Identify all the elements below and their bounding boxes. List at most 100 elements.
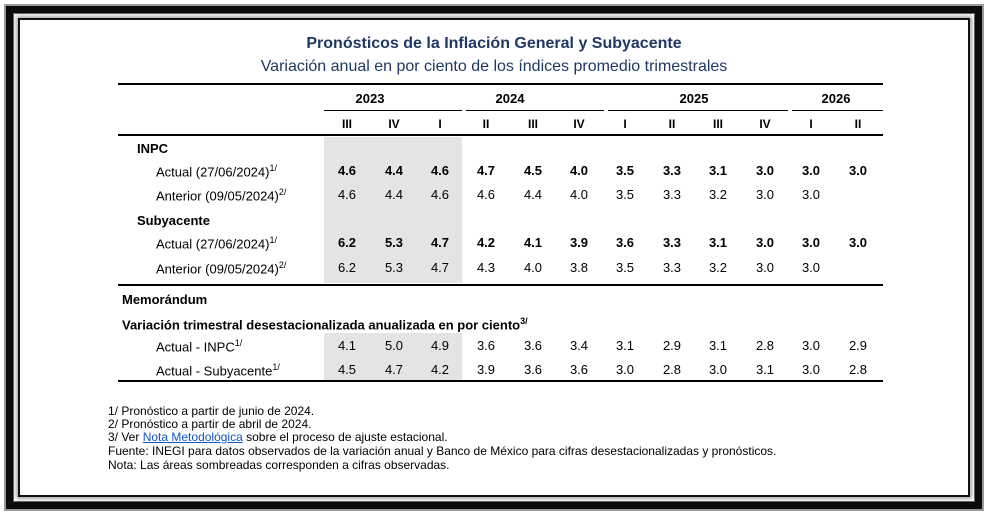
- table-cell: 3.1: [615, 338, 635, 353]
- table-cell: 4.7: [476, 163, 496, 178]
- table-title: Pronósticos de la Inflación General y Su…: [306, 35, 682, 52]
- table-cell: 3.6: [569, 362, 589, 377]
- quarter-header: II: [668, 117, 676, 131]
- top-rule: [118, 83, 883, 85]
- section-memorandum: Memorándum: [122, 292, 208, 307]
- quarter-header: II: [854, 117, 862, 131]
- table-cell: 3.0: [801, 235, 821, 250]
- table-cell: 5.3: [384, 235, 404, 250]
- bottom-rule: [118, 380, 883, 382]
- table-cell: 3.0: [801, 163, 821, 178]
- table-cell: 4.0: [523, 260, 543, 275]
- table-cell: 5.3: [384, 260, 404, 275]
- quarter-header: IV: [759, 117, 771, 131]
- row-label: Anterior (09/05/2024)2/: [156, 187, 287, 204]
- table-cell: 4.1: [337, 338, 357, 353]
- table-cell: 6.2: [337, 235, 357, 250]
- memorandum-rule: [118, 284, 883, 286]
- table-cell: 4.5: [523, 163, 543, 178]
- quarter-header: I: [809, 117, 813, 131]
- quarter-header: III: [712, 117, 723, 131]
- table-cell: 4.4: [523, 187, 543, 202]
- table-cell: 4.6: [337, 187, 357, 202]
- table-cell: 3.5: [615, 187, 635, 202]
- table-cell: 3.3: [662, 260, 682, 275]
- table-cell: 3.0: [848, 163, 868, 178]
- table-cell: 3.1: [755, 362, 775, 377]
- table-cell: 3.5: [615, 260, 635, 275]
- table-subtitle: Variación anual en por ciento de los índ…: [260, 58, 728, 75]
- table-cell: 4.6: [337, 163, 357, 178]
- table-cell: 4.6: [476, 187, 496, 202]
- year-rule-2026: [792, 110, 883, 111]
- table-cell: 4.0: [569, 163, 589, 178]
- table-cell: 3.6: [615, 235, 635, 250]
- quarter-header: IV: [573, 117, 585, 131]
- section-subyacente: Subyacente: [137, 213, 210, 228]
- row-label: Anterior (09/05/2024)2/: [156, 260, 287, 277]
- row-label: Actual (27/06/2024)1/: [156, 235, 277, 252]
- row-label: Actual - INPC1/: [156, 338, 243, 355]
- table-cell: 3.2: [708, 187, 728, 202]
- table-cell: 3.2: [708, 260, 728, 275]
- table-cell: 3.0: [615, 362, 635, 377]
- table-cell: 3.1: [708, 163, 728, 178]
- table-cell: 3.5: [615, 163, 635, 178]
- table-cell: 5.0: [384, 338, 404, 353]
- table-cell: 3.0: [755, 235, 775, 250]
- table-cell: 6.2: [337, 260, 357, 275]
- note-4: Fuente: INEGI para datos observados de l…: [108, 444, 777, 458]
- table-cell: 4.4: [384, 163, 404, 178]
- table-cell: 4.9: [430, 338, 450, 353]
- table-cell: 3.8: [569, 260, 589, 275]
- table-cell: 3.3: [662, 163, 682, 178]
- table-cell: 3.4: [569, 338, 589, 353]
- quarter-header: I: [438, 117, 442, 131]
- year-rule-2023: [324, 110, 462, 111]
- table-cell: 2.9: [848, 338, 868, 353]
- inner-frame: [18, 18, 970, 497]
- table-cell: 3.0: [755, 187, 775, 202]
- observed-shade-lower: [324, 333, 462, 380]
- nota-metodologica-link[interactable]: Nota Metodológica: [142, 430, 243, 444]
- table-cell: 3.6: [523, 362, 543, 377]
- row-label: Actual - Subyacente1/: [156, 362, 280, 379]
- year-header: 2025: [679, 91, 709, 106]
- row-label: Actual (27/06/2024)1/: [156, 163, 277, 180]
- table-cell: 2.8: [662, 362, 682, 377]
- table-cell: 2.8: [755, 338, 775, 353]
- note-3: 3/ Ver Nota Metodológica sobre el proces…: [108, 430, 448, 444]
- table-cell: 4.2: [430, 362, 450, 377]
- note-1: 1/ Pronóstico a partir de junio de 2024.: [108, 404, 315, 418]
- table-cell: 2.9: [662, 338, 682, 353]
- table-cell: 3.0: [801, 187, 821, 202]
- year-rule-2025: [608, 110, 788, 111]
- table-cell: 4.7: [430, 235, 450, 250]
- table-cell: 3.0: [801, 362, 821, 377]
- table-cell: 2.8: [848, 362, 868, 377]
- header-bottom-rule: [118, 134, 883, 136]
- table-cell: 4.4: [384, 187, 404, 202]
- table-cell: 4.2: [476, 235, 496, 250]
- table-cell: 3.3: [662, 235, 682, 250]
- year-header: 2026: [821, 91, 851, 106]
- table-cell: 3.0: [755, 163, 775, 178]
- table-cell: 4.6: [430, 163, 450, 178]
- table-cell: 3.1: [708, 235, 728, 250]
- quarter-header: III: [341, 117, 352, 131]
- note-5: Nota: Las áreas sombreadas corresponden …: [108, 458, 450, 472]
- table-cell: 3.0: [708, 362, 728, 377]
- quarter-header: I: [623, 117, 627, 131]
- year-header: 2024: [495, 91, 525, 106]
- table-cell: 4.0: [569, 187, 589, 202]
- table-cell: 3.6: [476, 338, 496, 353]
- table-cell: 3.9: [569, 235, 589, 250]
- year-rule-2024: [466, 110, 604, 111]
- table-cell: 3.0: [755, 260, 775, 275]
- observed-shade-upper: [324, 137, 462, 283]
- table-cell: 3.3: [662, 187, 682, 202]
- table-cell: 4.7: [430, 260, 450, 275]
- table-cell: 4.6: [430, 187, 450, 202]
- quarter-header: II: [482, 117, 490, 131]
- table-cell: 3.1: [708, 338, 728, 353]
